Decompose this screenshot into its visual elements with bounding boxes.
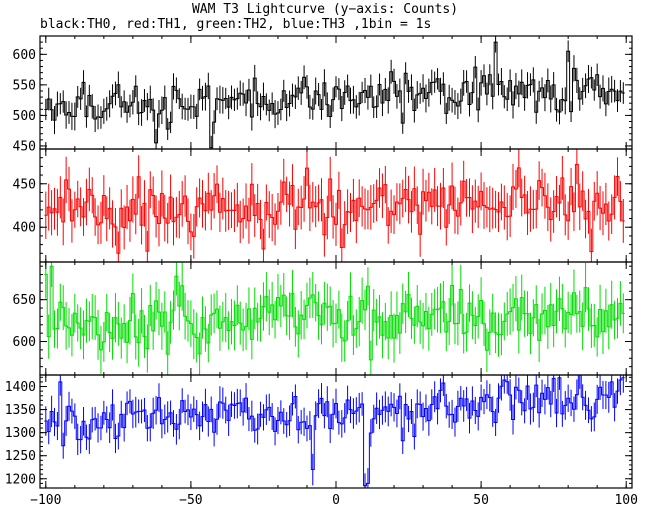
y-tick-label: 450 [13,177,36,192]
chart-title: WAM T3 Lightcurve (y−axis: Counts) [191,2,459,17]
series-th2 [44,262,625,375]
x-tick-label: −100 [30,493,61,505]
x-tick-label: 50 [473,493,489,505]
panel-th0: 450 500 550 600 [13,35,633,154]
y-tick-label: 600 [13,48,36,63]
x-tick-label: 0 [332,493,340,505]
y-tick-label: 650 [13,293,36,308]
y-tick-label: 1300 [5,426,36,441]
series-step-line [44,163,625,254]
series-step-line [44,265,625,361]
panel-th1: 400 450 [13,148,633,263]
y-tick-label: 1350 [5,403,36,418]
panel-th2: 600 650 [13,261,633,376]
series-step-line [44,41,625,149]
series-th1 [44,149,625,262]
y-tick-label: 450 [13,139,36,154]
panels-group: 4505005506004004506006501200125013001350… [5,35,638,505]
y-tick-label: 500 [13,109,36,124]
x-tick-label: 100 [614,493,637,505]
series-step-line [44,375,625,487]
x-tick-label: −50 [179,493,202,505]
y-tick-label: 600 [13,335,36,350]
y-tick-label: 550 [13,78,36,93]
chart-subtitle: black:TH0, red:TH1, green:TH2, blue:TH3 … [40,17,432,32]
panel-th3: 1200 1250 1300 1350 1400 [5,374,633,489]
y-tick-label: 1200 [5,472,36,487]
y-tick-label: 1400 [5,380,36,395]
series-th3 [44,375,625,488]
y-tick-label: 400 [13,221,36,236]
series-th0 [44,36,625,149]
y-tick-label: 1250 [5,449,36,464]
